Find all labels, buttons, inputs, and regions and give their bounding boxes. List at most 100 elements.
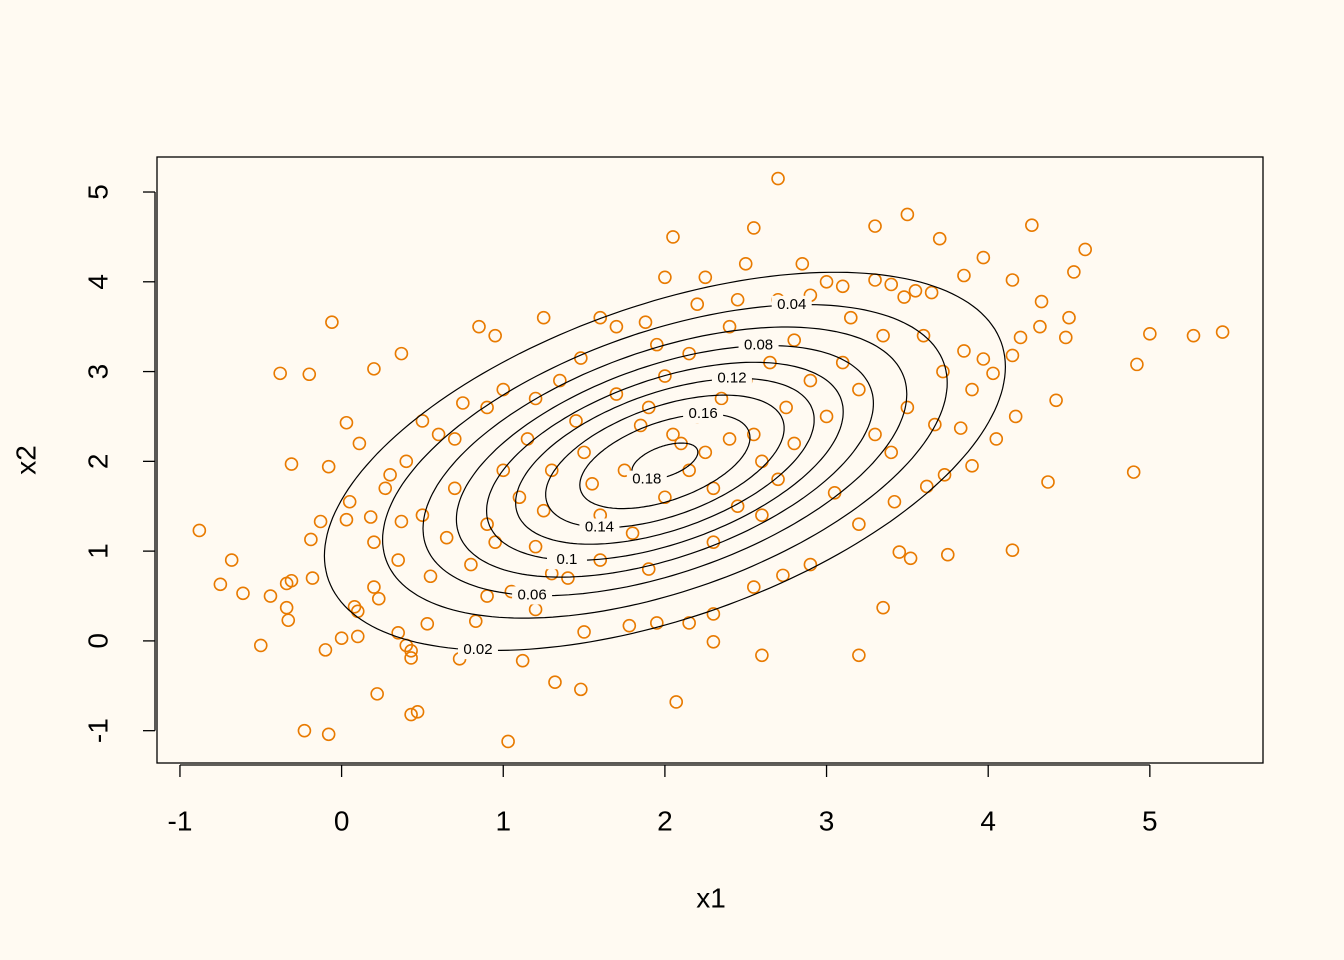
point	[253, 638, 268, 653]
point	[515, 653, 530, 668]
point	[650, 337, 664, 352]
point	[394, 346, 409, 361]
y-tick-label: -1	[82, 718, 113, 743]
point	[439, 530, 454, 545]
contour-label: 0.06	[517, 586, 546, 603]
contour-label: 0.1	[557, 551, 578, 568]
point	[755, 508, 769, 523]
point	[512, 490, 527, 505]
point	[342, 494, 357, 509]
point	[1025, 218, 1039, 233]
point	[706, 634, 721, 649]
point	[957, 344, 971, 358]
point	[273, 366, 287, 381]
point	[682, 616, 696, 630]
contour-line	[485, 361, 844, 561]
plot-box	[156, 156, 1264, 764]
contour-label-bg	[512, 586, 553, 605]
point	[666, 230, 680, 244]
point	[868, 219, 882, 233]
point	[722, 432, 737, 446]
point	[897, 290, 911, 304]
contour-label-bg	[457, 641, 498, 660]
point	[577, 625, 591, 639]
y-tick-label: 1	[82, 543, 113, 559]
point	[1078, 242, 1092, 257]
point	[755, 648, 769, 663]
point	[1049, 393, 1063, 408]
y-axis-label: x2	[10, 445, 41, 475]
point	[302, 367, 317, 382]
point	[279, 600, 294, 615]
point	[776, 568, 790, 583]
point	[1005, 273, 1020, 287]
point	[410, 705, 425, 719]
point	[690, 297, 705, 312]
point	[903, 551, 918, 566]
x-tick-label: 4	[980, 805, 996, 836]
point	[835, 279, 850, 294]
point	[650, 616, 664, 630]
point	[468, 614, 483, 628]
point	[1067, 265, 1081, 279]
point	[284, 457, 299, 471]
contour-label-bg	[683, 405, 724, 424]
point	[263, 589, 278, 603]
point	[339, 415, 354, 430]
point	[391, 626, 405, 640]
point	[706, 535, 721, 549]
point	[1005, 543, 1020, 558]
point	[1033, 319, 1047, 334]
point	[900, 400, 915, 415]
point	[957, 268, 971, 283]
y-tick-label: 2	[82, 454, 113, 470]
point	[528, 602, 543, 617]
point	[722, 319, 737, 334]
point	[900, 207, 915, 222]
point	[305, 571, 320, 585]
point	[887, 494, 902, 509]
point	[394, 514, 409, 529]
point	[415, 414, 430, 428]
point	[350, 629, 365, 644]
point	[577, 445, 591, 460]
point	[928, 417, 942, 432]
point	[415, 508, 430, 523]
point	[334, 631, 349, 646]
point	[544, 566, 559, 581]
point	[352, 436, 367, 451]
point	[1130, 357, 1144, 372]
point	[404, 707, 418, 722]
point	[213, 577, 228, 592]
x-tick-label: 0	[334, 805, 350, 836]
point	[569, 414, 583, 428]
point	[936, 364, 950, 379]
x-tick-label: 1	[495, 805, 511, 836]
point	[313, 514, 328, 529]
point	[367, 535, 381, 549]
y-tick-label: 5	[82, 184, 113, 200]
point	[325, 315, 339, 329]
point	[304, 532, 318, 547]
point	[787, 436, 802, 451]
point	[876, 600, 890, 615]
contour-line	[323, 271, 1007, 651]
point	[339, 512, 354, 527]
contour-label: 0.08	[744, 337, 773, 354]
point	[916, 328, 931, 343]
point	[1215, 325, 1230, 339]
point	[593, 310, 608, 325]
point	[371, 591, 386, 606]
point	[367, 580, 381, 594]
contour-label: 0.16	[689, 405, 718, 422]
x-tick-label: 5	[1142, 805, 1158, 836]
point	[989, 432, 1004, 446]
point	[819, 409, 834, 424]
point	[1005, 348, 1020, 363]
point	[924, 285, 939, 300]
point	[488, 328, 502, 343]
x-axis-label: x1	[696, 882, 726, 913]
point	[1041, 475, 1055, 489]
